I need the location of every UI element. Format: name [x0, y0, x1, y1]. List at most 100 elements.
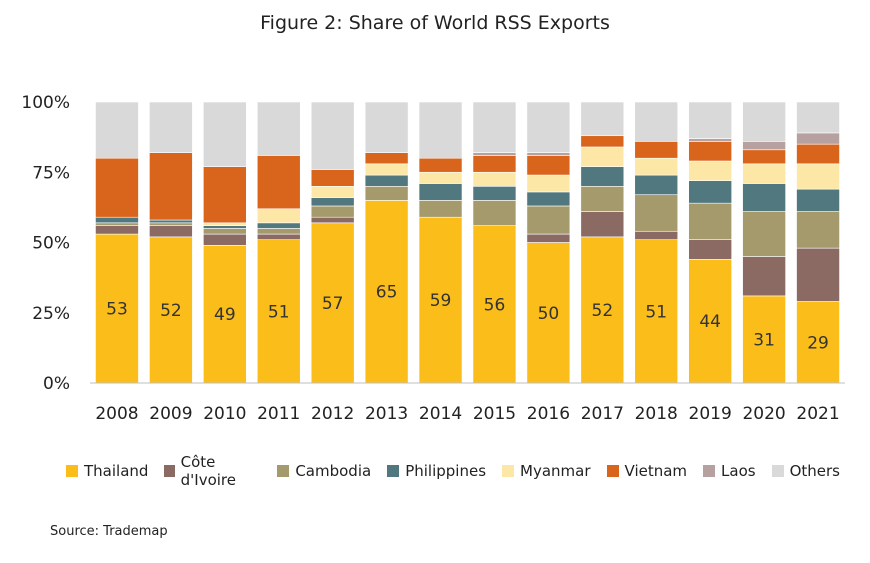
bar-segment — [796, 132, 840, 145]
data-label: 50 — [538, 304, 560, 324]
data-label: 52 — [160, 301, 182, 321]
data-label: 56 — [484, 295, 506, 315]
bar-segment — [742, 295, 786, 384]
bar-segment — [688, 239, 732, 260]
bar-segment — [634, 194, 679, 232]
bar-segment — [364, 174, 409, 187]
bar-segment — [688, 138, 732, 142]
legend-label: Thailand — [84, 462, 149, 480]
bar-segment — [418, 101, 463, 159]
bar-segment — [796, 188, 840, 212]
bar-segment — [688, 180, 732, 204]
legend-swatch — [606, 465, 619, 477]
bar-segment — [256, 228, 301, 235]
bar-segment — [742, 101, 786, 142]
bar-segment — [364, 152, 409, 165]
bar-segment — [310, 197, 355, 207]
data-label: 52 — [592, 301, 614, 321]
x-tick-label: 2012 — [311, 404, 354, 424]
bar-segment — [526, 233, 571, 243]
y-tick-label: 0% — [43, 374, 70, 394]
legend-swatch — [387, 465, 400, 477]
data-label: 51 — [268, 302, 290, 322]
bar-segment — [742, 141, 786, 151]
bar-segment — [526, 155, 571, 176]
x-tick-label: 2017 — [581, 404, 624, 424]
bar-segment — [149, 152, 193, 221]
bar-segment — [472, 155, 517, 173]
bar-segment — [364, 200, 409, 384]
legend-item: Laos — [703, 462, 756, 480]
bar-segment — [472, 225, 517, 384]
legend-item: Côte d'Ivoire — [164, 453, 261, 489]
bar-segment — [95, 233, 139, 384]
bar-segment — [256, 101, 301, 156]
bar-segment — [742, 149, 786, 165]
bar-segment — [580, 211, 625, 238]
bar-segment — [203, 225, 247, 229]
x-tick-label: 2008 — [95, 404, 138, 424]
bar-segment — [364, 163, 409, 176]
bar-segment — [634, 101, 679, 142]
bar-segment — [742, 163, 786, 184]
bar-segment — [688, 141, 732, 162]
bar-segment — [472, 101, 517, 153]
bar-segment — [149, 222, 193, 226]
bar-segment — [634, 230, 679, 240]
bar-segment — [526, 174, 571, 193]
x-tick-label: 2020 — [742, 404, 785, 424]
bar-segment — [472, 200, 517, 226]
legend-label: Côte d'Ivoire — [180, 453, 236, 489]
legend-swatch — [164, 465, 175, 477]
bar-segment — [418, 183, 463, 201]
bar-segment — [203, 101, 247, 167]
bar-segment — [310, 101, 355, 170]
chart-title: Figure 2: Share of World RSS Exports — [260, 12, 610, 34]
bar-segment — [418, 157, 463, 173]
x-tick-label: 2015 — [473, 404, 516, 424]
y-tick-label: 100% — [21, 93, 70, 113]
bar-segment — [203, 228, 247, 235]
bar-segment — [95, 157, 139, 218]
legend-swatch — [66, 465, 78, 477]
bar-segment — [149, 219, 193, 224]
x-tick-label: 2019 — [689, 404, 732, 424]
bar-segment — [580, 101, 625, 137]
x-tick-label: 2016 — [527, 404, 570, 424]
bar-segment — [526, 152, 571, 156]
bar-segment — [95, 222, 139, 226]
bar-segment — [526, 191, 571, 207]
bar-segment — [256, 208, 301, 224]
bar-segment — [580, 186, 625, 212]
legend-swatch — [277, 465, 290, 477]
bar-segment — [256, 155, 301, 210]
legend-label: Vietnam — [624, 462, 688, 480]
bar-segment — [634, 174, 679, 196]
bar-segment — [149, 101, 193, 153]
data-label: 59 — [430, 291, 452, 311]
bar-segment — [256, 239, 301, 384]
bar-segment — [418, 171, 463, 184]
x-tick-label: 2014 — [419, 404, 462, 424]
x-tick-label: 2018 — [635, 404, 678, 424]
bar-segment — [580, 166, 625, 187]
bar-segment — [95, 225, 139, 235]
chart-legend: Thailand Côte d'Ivoire Cambodia Philippines… — [66, 453, 856, 489]
bar-segment — [526, 242, 571, 384]
data-label: 57 — [322, 294, 344, 314]
bar-segment — [149, 225, 193, 238]
bar-segment — [526, 101, 571, 153]
bar-segment — [580, 135, 625, 148]
bar-segment — [256, 222, 301, 229]
bar-segment — [472, 171, 517, 187]
source-note: Source: Trademap — [50, 524, 168, 539]
bar-segment — [310, 169, 355, 187]
bar-segment — [472, 152, 517, 156]
legend-item: Philippines — [387, 462, 486, 480]
legend-swatch — [703, 465, 716, 477]
bar-segment — [418, 216, 463, 384]
data-label: 53 — [106, 300, 128, 320]
bar-segment — [634, 141, 679, 159]
x-tick-label: 2009 — [149, 404, 192, 424]
bar-segment — [796, 143, 840, 165]
